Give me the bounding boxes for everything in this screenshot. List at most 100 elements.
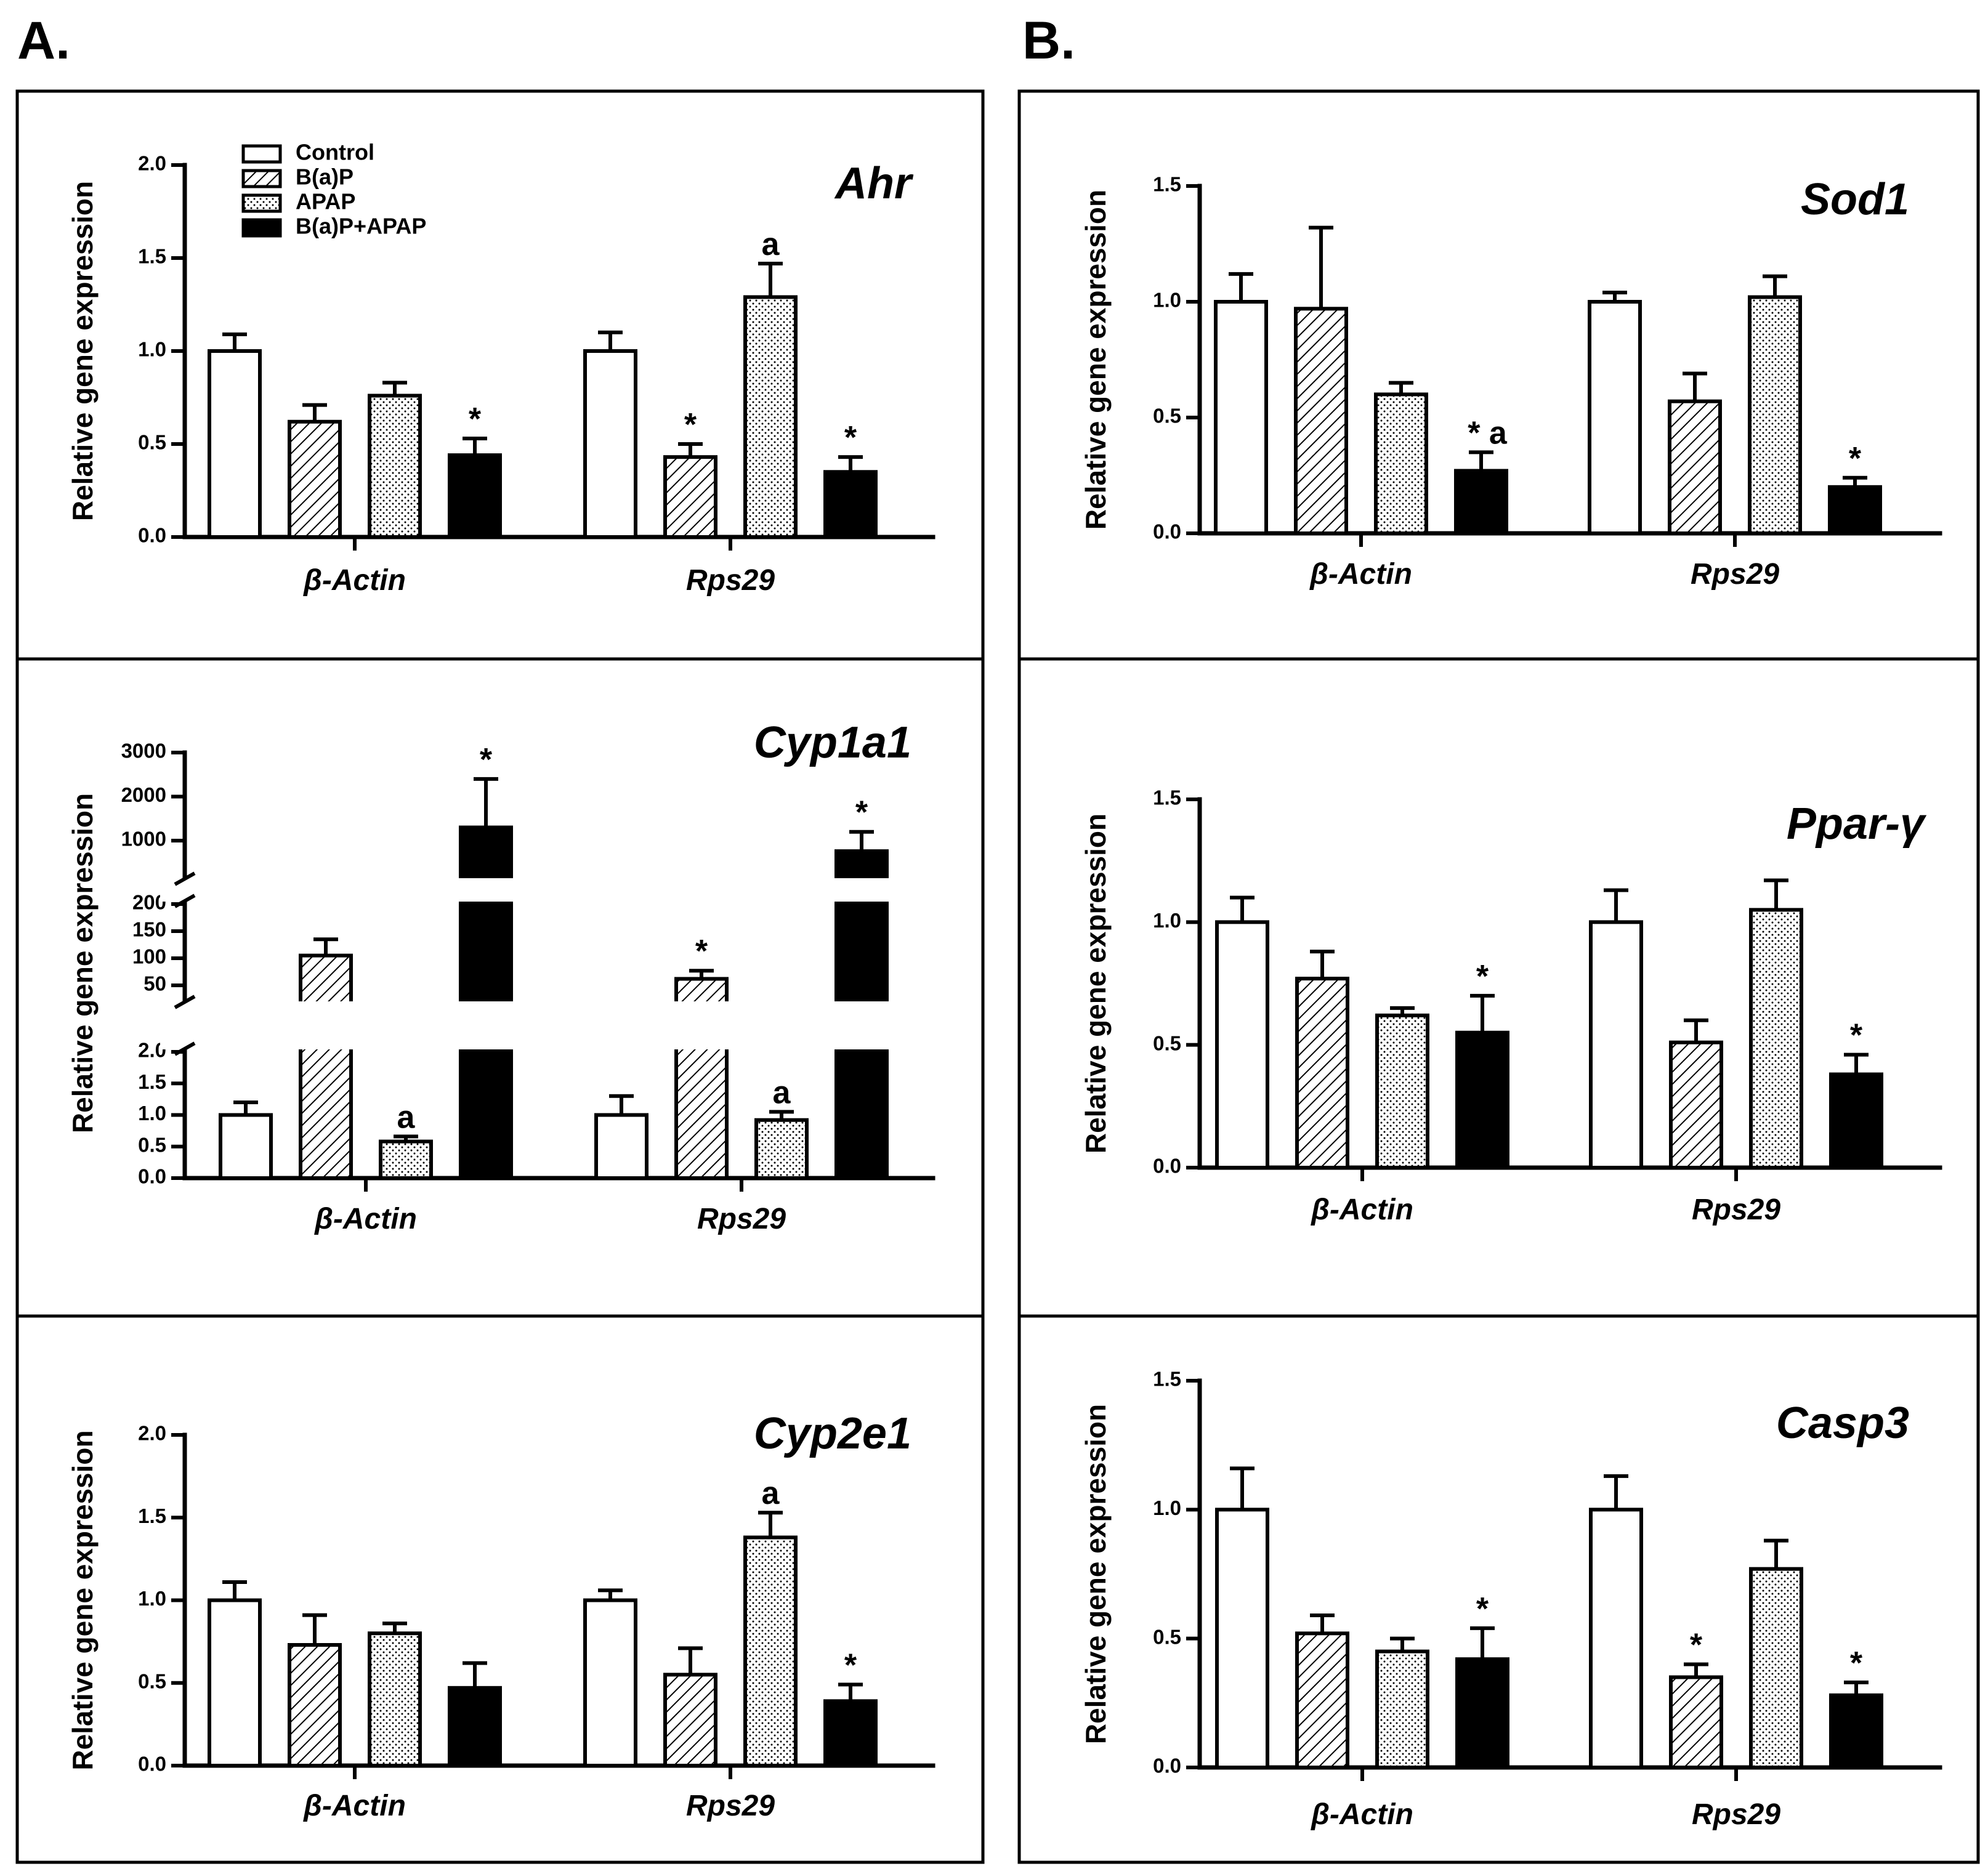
- axis-break-mark: [174, 894, 196, 908]
- bar: [288, 1642, 342, 1768]
- panel-b-frame: [1017, 89, 1980, 1864]
- bar: [219, 1113, 273, 1180]
- chart-title: Cyp2e1: [754, 1409, 911, 1458]
- y-tick-label: 0.0: [138, 1165, 166, 1188]
- y-axis-label: Relative gene expression: [67, 793, 99, 1133]
- bar: [1455, 1657, 1509, 1769]
- legend-swatch: [241, 169, 282, 188]
- chart-title: Casp3: [1776, 1399, 1909, 1448]
- bar: [1588, 300, 1642, 535]
- y-axis-label: Relative gene expression: [67, 181, 99, 521]
- y-tick-label: 1.5: [1153, 786, 1181, 809]
- y-tick-label: 50: [143, 972, 166, 995]
- error-bar: [598, 1588, 623, 1601]
- bar: [663, 1673, 717, 1767]
- y-tick-label: 150: [132, 918, 166, 941]
- chart-4: Ppar-γ Relative gene expression 0.0 0.5 1.0 1…: [1080, 786, 1942, 1226]
- significance-label: *: [1476, 959, 1489, 995]
- error-bar: [302, 403, 327, 422]
- error-bar: [463, 1661, 487, 1688]
- bar: [448, 1686, 502, 1767]
- bar: [1294, 307, 1348, 535]
- error-bar: [609, 1094, 634, 1115]
- bar: [743, 295, 798, 539]
- legend-label: APAP: [296, 189, 355, 214]
- x-category-label: β-Actin: [1309, 558, 1412, 591]
- bar: [1589, 920, 1643, 1170]
- bar: [583, 1598, 637, 1767]
- y-tick-label: 0.0: [138, 1753, 166, 1775]
- error-bar: [1604, 1474, 1628, 1510]
- legend-swatch: [241, 218, 282, 238]
- y-axis-label: Relative gene expression: [67, 1430, 99, 1770]
- significance-label: *: [1850, 1018, 1863, 1054]
- error-bar: [1764, 1538, 1788, 1569]
- bar: [1375, 1013, 1429, 1169]
- panel-letter-a: A.: [17, 11, 70, 70]
- y-tick-label: 1000: [121, 828, 166, 850]
- error-bar: [1470, 993, 1495, 1033]
- bar: [663, 455, 717, 539]
- error-bar: [1763, 274, 1787, 297]
- error-bar: [689, 969, 714, 979]
- axis-break-mark: [174, 871, 196, 886]
- bar: [1589, 1508, 1643, 1769]
- x-category-label: β-Actin: [302, 1790, 406, 1822]
- y-tick-label: 0.5: [1153, 1625, 1181, 1648]
- bar: [208, 349, 262, 539]
- error-bar: [1844, 1052, 1869, 1075]
- error-bar: [474, 777, 498, 828]
- bar: [299, 953, 353, 1180]
- bar: [1748, 295, 1802, 535]
- significance-label: * a: [1468, 415, 1508, 451]
- x-category-label: Rps29: [1692, 1193, 1780, 1226]
- error-bar: [313, 937, 338, 956]
- legend-swatch: [241, 144, 282, 164]
- bar: [1668, 399, 1722, 535]
- error-bar: [1230, 1466, 1255, 1510]
- y-tick-label: 1.5: [1153, 173, 1181, 196]
- x-category-label: Rps29: [1691, 558, 1779, 591]
- panel-letter-b: B.: [1022, 11, 1075, 70]
- x-category-label: Rps29: [686, 1790, 775, 1822]
- bar: [823, 470, 878, 539]
- bar: [743, 1535, 798, 1767]
- error-bar: [1683, 371, 1707, 402]
- significance-label: *: [1850, 1646, 1863, 1681]
- y-tick-label: 2.0: [138, 1422, 166, 1445]
- y-tick-label: 0.5: [138, 1133, 166, 1156]
- bar: [379, 1139, 433, 1181]
- y-tick-label: 0.5: [1153, 405, 1181, 427]
- bar: [1375, 1649, 1429, 1770]
- y-tick-label: 1.0: [1153, 1496, 1181, 1519]
- y-tick-label: 0.5: [1153, 1032, 1181, 1054]
- error-bar: [678, 442, 703, 458]
- bar: [754, 1118, 809, 1180]
- x-category-label: β-Actin: [313, 1203, 417, 1235]
- error-bar: [1844, 1680, 1869, 1695]
- panel-a-frame: [15, 89, 985, 1864]
- x-category-label: Rps29: [686, 564, 775, 597]
- y-axis-label: Relative gene expression: [1080, 814, 1112, 1153]
- bar: [288, 419, 342, 539]
- chart-title: Sod1: [1801, 175, 1909, 224]
- axis-break-gap: [160, 1001, 945, 1049]
- y-tick-label: 0.0: [1153, 1155, 1181, 1177]
- x-category-label: β-Actin: [1310, 1193, 1413, 1226]
- error-bar: [769, 1110, 794, 1120]
- error-bar: [1390, 1006, 1415, 1016]
- y-tick-label: 1.0: [138, 1587, 166, 1610]
- bar: [1454, 469, 1508, 535]
- error-bar: [678, 1646, 703, 1675]
- y-axis-label: Relative gene expression: [1080, 190, 1112, 530]
- error-bar: [1309, 225, 1333, 309]
- y-tick-label: 1.5: [1153, 1368, 1181, 1391]
- bar: [208, 1598, 262, 1767]
- x-category-label: Rps29: [697, 1203, 786, 1235]
- y-tick-label: 1.5: [138, 245, 166, 268]
- error-bar: [233, 1101, 258, 1115]
- error-bar: [394, 1134, 418, 1142]
- significance-label: a: [773, 1075, 791, 1110]
- y-tick-label: 2000: [121, 783, 166, 806]
